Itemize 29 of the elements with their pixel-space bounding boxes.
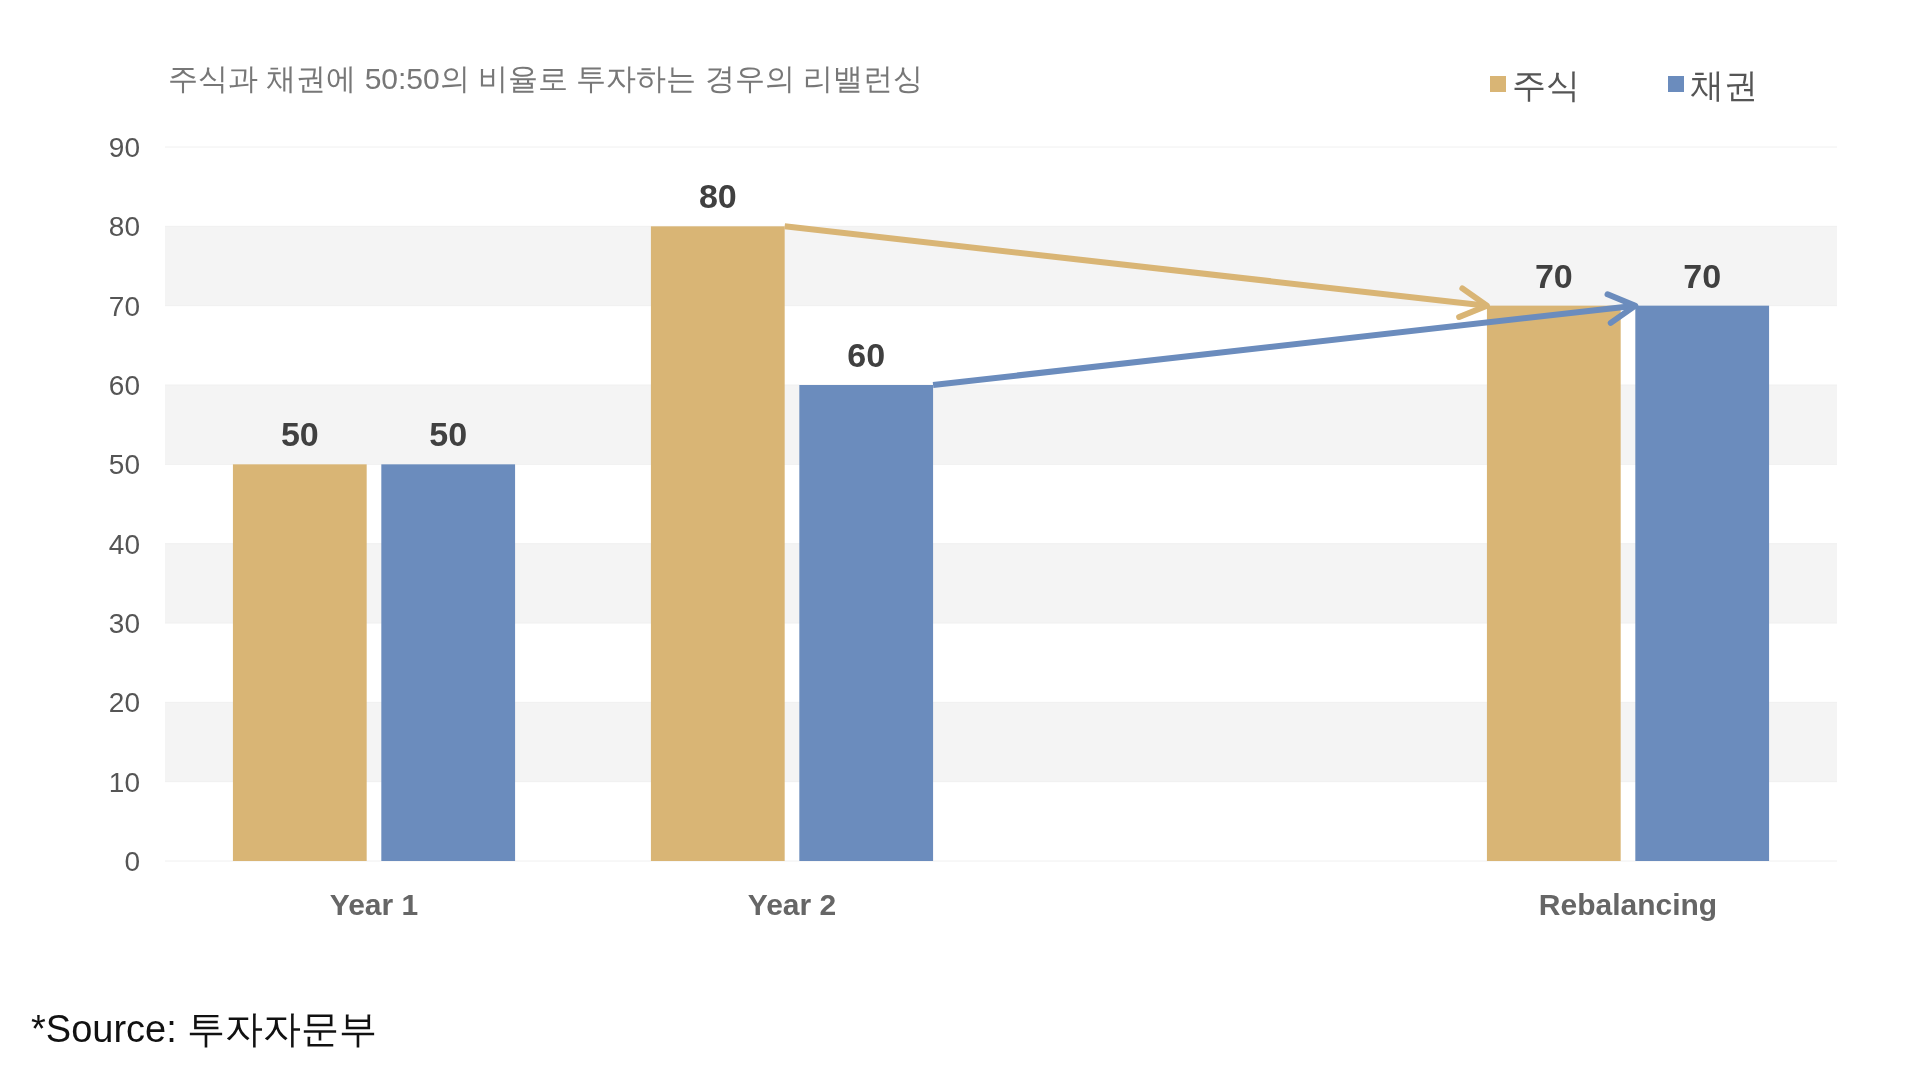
bar xyxy=(1486,305,1621,861)
data-label: 50 xyxy=(280,415,319,454)
data-label: 70 xyxy=(1534,256,1573,295)
bar xyxy=(381,464,516,861)
x-tick-label: Year 2 xyxy=(747,888,837,921)
legend-label: 채권 xyxy=(1690,66,1758,104)
y-tick-label: 30 xyxy=(108,608,140,639)
bar xyxy=(650,226,785,861)
y-tick-label: 90 xyxy=(108,132,140,163)
bar xyxy=(1635,305,1770,861)
y-tick-label: 60 xyxy=(108,370,140,401)
y-tick-label: 80 xyxy=(108,211,140,243)
bar xyxy=(232,464,367,861)
bar xyxy=(799,385,934,861)
y-tick-label: 0 xyxy=(124,846,140,877)
y-tick-label: 10 xyxy=(108,766,140,798)
y-tick-label: 50 xyxy=(108,449,140,481)
text: *Source: 투자자문부 xyxy=(31,1008,378,1050)
y-tick-label: 40 xyxy=(108,528,140,560)
data-label: 80 xyxy=(698,177,737,216)
chart-title: 주식과 채권에 50:50의 비율로 투자하는 경우의 리밸런싱 xyxy=(168,62,924,95)
y-tick-label: 20 xyxy=(108,687,140,719)
data-label: 50 xyxy=(429,415,468,454)
legend-label: 주식 xyxy=(1512,66,1580,104)
data-label: 60 xyxy=(847,336,886,374)
x-tick-label: Year 1 xyxy=(329,888,419,921)
x-tick-label: Rebalancing xyxy=(1538,888,1718,921)
data-label: 70 xyxy=(1683,256,1722,295)
y-tick-label: 70 xyxy=(108,290,140,322)
